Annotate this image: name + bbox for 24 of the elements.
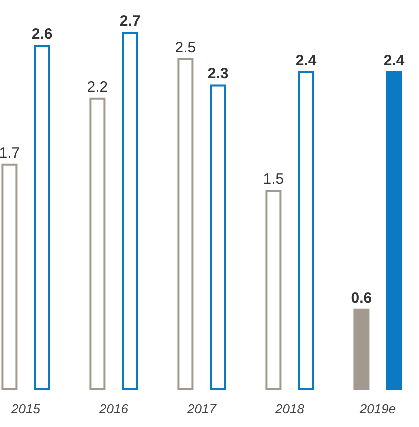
data-label: 2.4 [384, 52, 406, 70]
bar [210, 84, 226, 390]
bar [178, 58, 194, 390]
data-label: 1.7 [0, 144, 20, 162]
data-label: 2.6 [32, 26, 53, 44]
data-label: 2.2 [87, 78, 108, 96]
bar [386, 72, 402, 390]
x-tick-label: 2016 [98, 402, 130, 416]
data-label: 0.6 [351, 290, 372, 307]
x-tick-label: 2018 [274, 402, 306, 416]
bar [266, 190, 282, 390]
data-label: 2.3 [208, 66, 229, 83]
data-label: 1.5 [263, 171, 284, 188]
bar [122, 32, 138, 390]
data-label: 2.7 [120, 13, 141, 30]
x-tick-label: 2015 [10, 402, 42, 416]
data-label: 2.5 [175, 39, 196, 56]
bar [90, 98, 106, 390]
bar [354, 308, 370, 390]
x-tick-label: 2017 [186, 402, 218, 416]
bar [298, 72, 314, 390]
x-tick-label: 2019e [358, 402, 396, 416]
bar [34, 45, 50, 390]
data-label: 2.4 [296, 52, 318, 70]
